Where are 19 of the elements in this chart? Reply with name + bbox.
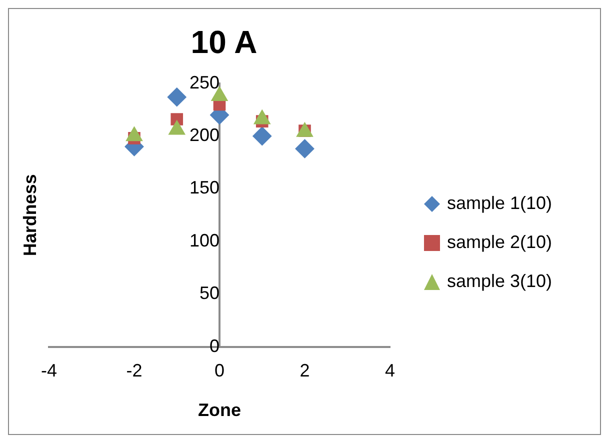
y-tick-label: 150 [189, 178, 220, 198]
y-tick-label: 50 [199, 283, 220, 304]
x-tick-label: -2 [126, 360, 142, 381]
point [167, 88, 186, 107]
x-axis-title: Zone [198, 400, 241, 420]
y-tick-label: 200 [189, 125, 220, 146]
y-tick-label: 250 [189, 72, 220, 92]
point [295, 139, 314, 158]
y-tick-label: 0 [209, 336, 220, 356]
chart-title: 10 A [190, 24, 258, 60]
legend-label: sample 3(10) [447, 271, 552, 292]
point [252, 126, 272, 146]
x-tick-label: 2 [300, 360, 310, 381]
y-tick-label: 100 [189, 230, 220, 250]
legend-label: sample 2(10) [447, 232, 552, 253]
legend-label: sample 1(10) [447, 193, 552, 214]
y-axis-title: Hardness [20, 174, 40, 256]
x-tick-label: 4 [384, 360, 395, 381]
x-tick-label: -4 [40, 360, 58, 381]
